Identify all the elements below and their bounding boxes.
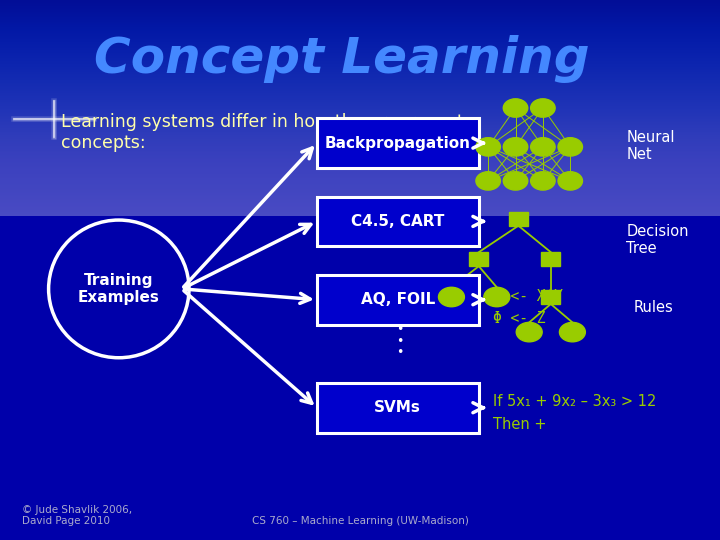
Circle shape	[476, 172, 500, 190]
Bar	[469, 252, 488, 266]
Text: Concept Learning: Concept Learning	[94, 35, 589, 83]
Circle shape	[476, 138, 500, 156]
Text: Decision
Tree: Decision Tree	[626, 224, 689, 256]
Bar	[509, 212, 528, 226]
FancyBboxPatch shape	[317, 383, 479, 433]
Circle shape	[438, 287, 464, 307]
Circle shape	[531, 99, 555, 117]
Text: C4.5, CART: C4.5, CART	[351, 214, 444, 229]
FancyBboxPatch shape	[317, 118, 479, 168]
Text: Training
Examples: Training Examples	[78, 273, 160, 305]
Text: Learning systems differ in how they represent
concepts:: Learning systems differ in how they repr…	[61, 113, 464, 152]
Text: •: •	[396, 335, 403, 348]
Ellipse shape	[49, 220, 189, 357]
Text: © Jude Shavlik 2006,
David Page 2010: © Jude Shavlik 2006, David Page 2010	[22, 505, 132, 526]
Circle shape	[531, 172, 555, 190]
Circle shape	[484, 287, 510, 307]
Text: Neural
Net: Neural Net	[626, 130, 675, 162]
Circle shape	[503, 138, 528, 156]
Circle shape	[559, 322, 585, 342]
Circle shape	[503, 99, 528, 117]
Text: Φ <- X^Y
Φ <- Z: Φ <- X^Y Φ <- Z	[493, 289, 563, 326]
Text: Rules: Rules	[634, 300, 673, 315]
Text: CS 760 – Machine Learning (UW-Madison): CS 760 – Machine Learning (UW-Madison)	[251, 516, 469, 526]
Text: If 5x₁ + 9x₂ – 3x₃ > 12
Then +: If 5x₁ + 9x₂ – 3x₃ > 12 Then +	[493, 395, 657, 431]
Text: •: •	[396, 323, 403, 336]
Circle shape	[531, 138, 555, 156]
Text: SVMs: SVMs	[374, 400, 421, 415]
Circle shape	[558, 138, 582, 156]
Circle shape	[558, 172, 582, 190]
Text: AQ, FOIL: AQ, FOIL	[361, 292, 435, 307]
Circle shape	[503, 172, 528, 190]
Bar	[541, 290, 560, 304]
FancyBboxPatch shape	[317, 275, 479, 325]
Circle shape	[516, 322, 542, 342]
Bar	[541, 252, 560, 266]
Text: Backpropagation: Backpropagation	[325, 136, 471, 151]
Text: •: •	[396, 346, 403, 359]
FancyBboxPatch shape	[317, 197, 479, 246]
